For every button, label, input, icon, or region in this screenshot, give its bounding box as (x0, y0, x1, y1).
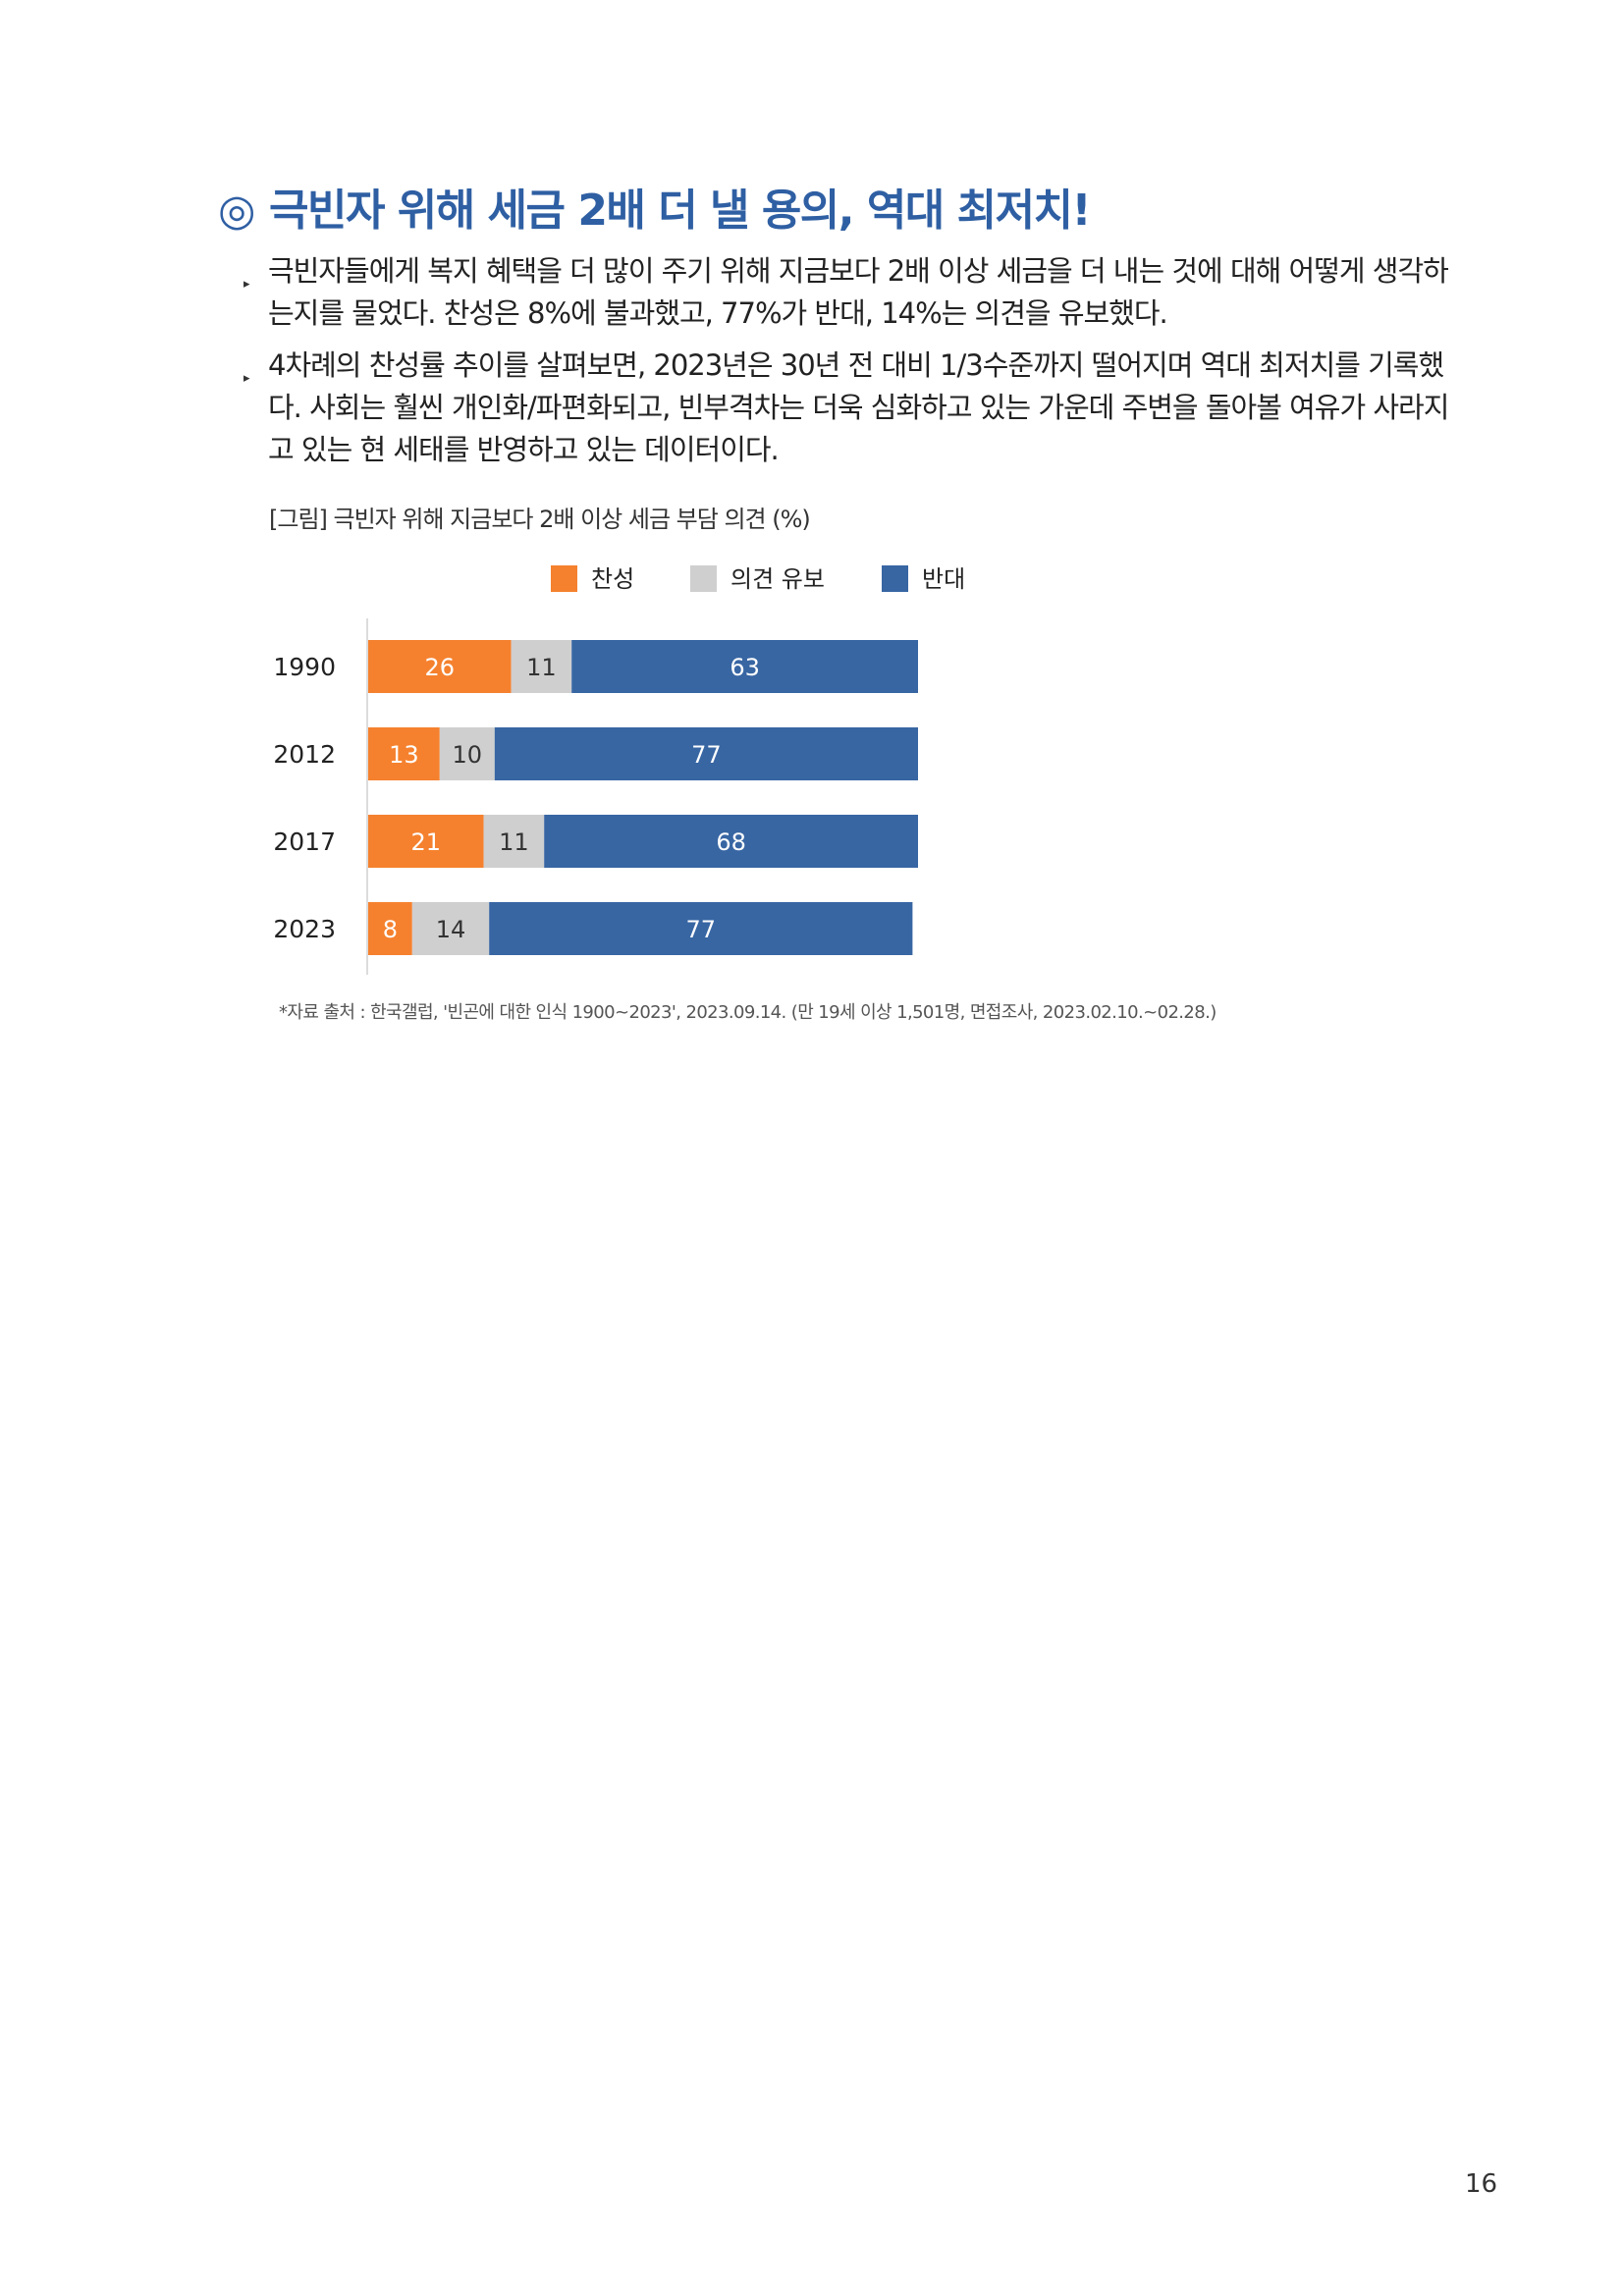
bar-segment (439, 727, 495, 780)
stacked-bar-chart: 1990 26 11 63 2012 13 10 77 2017 21 11 68 2023 8 14 77 (273, 618, 918, 975)
figure-caption: [그림] 극빈자 위해 지금보다 2배 이상 세금 부담 의견 (%) (269, 506, 811, 533)
legend-item-agree: 찬성 (551, 560, 634, 594)
legend-swatch (690, 564, 717, 592)
legend-swatch (882, 564, 908, 592)
bar-segment (368, 640, 512, 693)
data-label: 77 (691, 741, 722, 769)
title-mark: ◎ (218, 186, 255, 236)
legend-label: 반대 (922, 565, 966, 593)
category-label: 2023 (273, 915, 336, 943)
data-label: 11 (526, 654, 557, 681)
bar-segment (511, 640, 572, 693)
category-label: 1990 (273, 653, 336, 681)
bar-segment (368, 727, 440, 780)
data-label: 11 (499, 828, 529, 856)
data-label: 26 (425, 654, 456, 681)
data-label: 13 (389, 741, 419, 769)
data-label: 10 (453, 741, 483, 769)
bullet-text: 극빈자들에게 복지 혜택을 더 많이 주기 위해 지금보다 2배 이상 세금을 … (268, 250, 1481, 335)
legend-label: 의견 유보 (730, 565, 825, 593)
category-label: 2017 (273, 828, 336, 856)
legend-item-reserved: 의견 유보 (690, 560, 825, 594)
bar-segment (544, 815, 918, 868)
data-label: 21 (411, 828, 442, 856)
page-title: ◎ 극빈자 위해 세금 2배 더 낼 용의, 역대 최저치! (218, 175, 1092, 238)
bullet-marker-icon: ▸ (243, 371, 249, 386)
bullet-line: 4차례의 찬성률 추이를 살펴보면, 2023년은 30년 전 대비 1/3수준… (268, 348, 1444, 382)
bar-segment (368, 815, 484, 868)
legend-swatch (551, 564, 577, 592)
bullet-text: 4차례의 찬성률 추이를 살펴보면, 2023년은 30년 전 대비 1/3수준… (268, 345, 1481, 471)
bullet-marker-icon: ▸ (243, 277, 249, 292)
bar-segment (571, 640, 918, 693)
category-label: 2012 (273, 740, 336, 769)
bullet-line: 다. 사회는 훨씬 개인화/파편화되고, 빈부격차는 더욱 심화하고 있는 가운… (268, 391, 1449, 424)
data-label: 68 (716, 828, 746, 856)
data-label: 14 (436, 916, 466, 943)
bar-segment (483, 815, 545, 868)
data-label: 77 (686, 916, 717, 943)
bar-segment (411, 902, 490, 955)
bar-segment (368, 902, 412, 955)
legend-item-oppose: 반대 (882, 560, 965, 594)
page-number: 16 (1465, 2169, 1498, 2199)
chart-legend: 찬성 의견 유보 반대 (0, 560, 1623, 593)
data-label: 8 (383, 916, 398, 943)
bullet-paragraph-2: ▸ 4차례의 찬성률 추이를 살펴보면, 2023년은 30년 전 대비 1/3… (243, 345, 1481, 471)
bullet-line: 고 있는 현 세태를 반영하고 있는 데이터이다. (268, 433, 780, 466)
legend-label: 찬성 (591, 565, 635, 593)
bullet-paragraph-1: ▸ 극빈자들에게 복지 혜택을 더 많이 주기 위해 지금보다 2배 이상 세금… (243, 250, 1481, 335)
bullet-line: 극빈자들에게 복지 혜택을 더 많이 주기 위해 지금보다 2배 이상 세금을 … (268, 254, 1449, 288)
bar-segment (494, 727, 918, 780)
source-footnote: *자료 출처 : 한국갤럽, '빈곤에 대한 인식 1900~2023', 20… (279, 1002, 1217, 1023)
bar-segment (489, 902, 913, 955)
data-label: 63 (730, 654, 760, 681)
title-text: 극빈자 위해 세금 2배 더 낼 용의, 역대 최저치! (269, 186, 1092, 236)
bullet-line: 는지를 물었다. 찬성은 8%에 불과했고, 77%가 반대, 14%는 의견을… (268, 296, 1168, 330)
